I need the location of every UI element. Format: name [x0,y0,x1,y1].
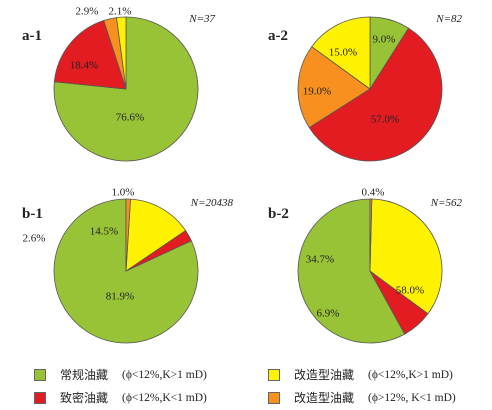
data-label: 57.0% [371,114,399,126]
pie-slice-modified_high_k [311,16,371,90]
data-label: 2.1% [109,6,132,18]
pie-a-1: 76.6% 18.4% 2.9% 2.1% a-1 N=37 [22,6,215,162]
pie-a-2: 9.0% 57.0% 19.0% 15.0% a-2 N=82 [268,13,462,162]
pie-slice-modified_high_k [116,16,127,90]
pie-slice-modified_high_k [125,198,187,272]
sample-count-label: N=37 [188,13,215,25]
data-label: 14.5% [90,226,118,238]
data-label: 1.0% [112,187,135,199]
data-label: 18.4% [70,60,98,72]
pie-slice-modified_low_k [125,198,131,272]
sample-count-label: N=20438 [190,197,234,209]
data-label: 76.6% [116,112,144,124]
data-label: 19.0% [303,86,331,98]
pie-slice-tight [53,20,127,90]
panel-label: b-1 [22,206,43,222]
data-label: 2.9% [76,6,99,18]
sample-count-label: N=562 [430,197,463,209]
pie-slice-modified_low_k [369,198,373,272]
data-label: 0.4% [362,187,385,199]
sample-count-label: N=82 [435,13,462,25]
data-label: 2.6% [23,233,46,245]
data-label: 81.9% [106,291,134,303]
pie-slice-conventional [53,16,199,162]
panel-label: b-2 [268,206,289,222]
panel-label: a-1 [22,28,42,44]
panel-label: a-2 [268,28,288,44]
pie-slice-modified_low_k [297,46,371,129]
data-label: 6.9% [317,308,340,320]
pie-b-2: 58.0% 6.9% 34.7% 0.4% b-2 N=562 [268,187,463,344]
data-label: 34.7% [306,254,334,266]
data-label: 9.0% [373,34,396,46]
pie-slice-modified_high_k [369,198,443,315]
pie-slice-conventional [297,198,406,344]
pie-slice-tight [308,27,443,162]
data-label: 58.0% [396,285,424,297]
pie-b-1: 81.9% 2.6% 14.5% 1.0% b-1 N=20438 [22,187,234,344]
data-label: 15.0% [329,47,357,59]
